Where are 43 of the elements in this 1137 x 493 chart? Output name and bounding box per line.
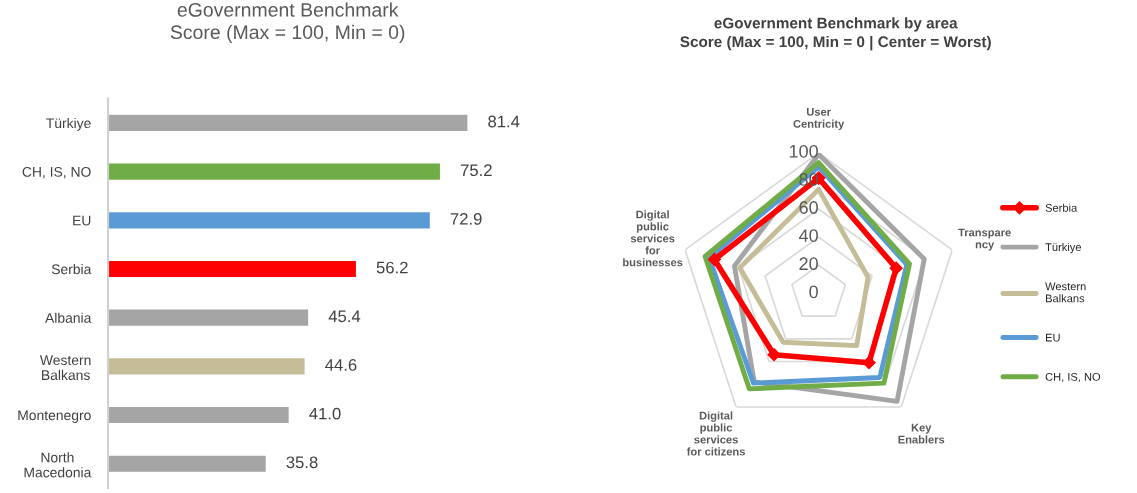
spoke-label: Transpare ncy xyxy=(958,228,1011,251)
chart-title: eGovernment Benchmark xyxy=(177,2,399,17)
spoke-label: Digital public services for businesses xyxy=(623,210,683,267)
data-label: 75.2 xyxy=(460,164,492,177)
chart-subtitle: Score (Max = 100, Min = 0 | Center = Worst) xyxy=(680,35,991,51)
y-tick-label: 40 xyxy=(798,229,818,242)
spoke-label: Key Enablers xyxy=(898,423,945,444)
data-label: 35.8 xyxy=(286,456,318,469)
data-label: 56.2 xyxy=(376,261,408,274)
bar xyxy=(108,356,306,376)
legend-label: Western Balkans xyxy=(1045,282,1086,303)
bar xyxy=(108,454,268,474)
bar xyxy=(108,210,432,230)
y-tick-label: North Macedonia xyxy=(24,452,92,478)
data-label: 72.9 xyxy=(450,212,482,225)
spoke-label: Digital public services for citizens xyxy=(686,411,745,456)
bar xyxy=(108,308,310,328)
y-tick-label: Western Balkans xyxy=(39,355,91,381)
legend-label: EU xyxy=(1046,333,1060,342)
bar xyxy=(108,162,442,182)
y-tick-label: CH, IS, NO xyxy=(22,166,91,179)
data-label: 45.4 xyxy=(328,310,361,323)
y-tick-label: Montenegro xyxy=(18,410,91,423)
y-tick-label: Türkiye xyxy=(46,117,91,131)
legend-label: CH, IS, NO xyxy=(1045,372,1101,383)
y-tick-label: 80 xyxy=(799,172,818,186)
y-tick-label: 20 xyxy=(799,257,818,271)
bar xyxy=(108,113,469,133)
y-tick-label: Albania xyxy=(45,312,92,323)
legend-label: Serbia xyxy=(1045,203,1078,212)
data-label: 81.4 xyxy=(488,115,520,128)
y-tick-label: EU xyxy=(73,215,91,226)
chart-title: eGovernment Benchmark by area xyxy=(714,17,958,32)
spoke-label: User Centricity xyxy=(793,108,845,130)
y-tick-label: 0 xyxy=(809,285,818,299)
legend-label: Türkiye xyxy=(1045,242,1082,254)
y-tick-label: Serbia xyxy=(51,263,92,275)
y-tick-label: 100 xyxy=(789,144,818,158)
bar xyxy=(108,259,358,279)
chart-subtitle: Score (Max = 100, Min = 0) xyxy=(170,24,405,43)
data-label: 44.6 xyxy=(325,359,357,371)
data-label: 41.0 xyxy=(309,407,341,420)
bar xyxy=(108,405,291,425)
